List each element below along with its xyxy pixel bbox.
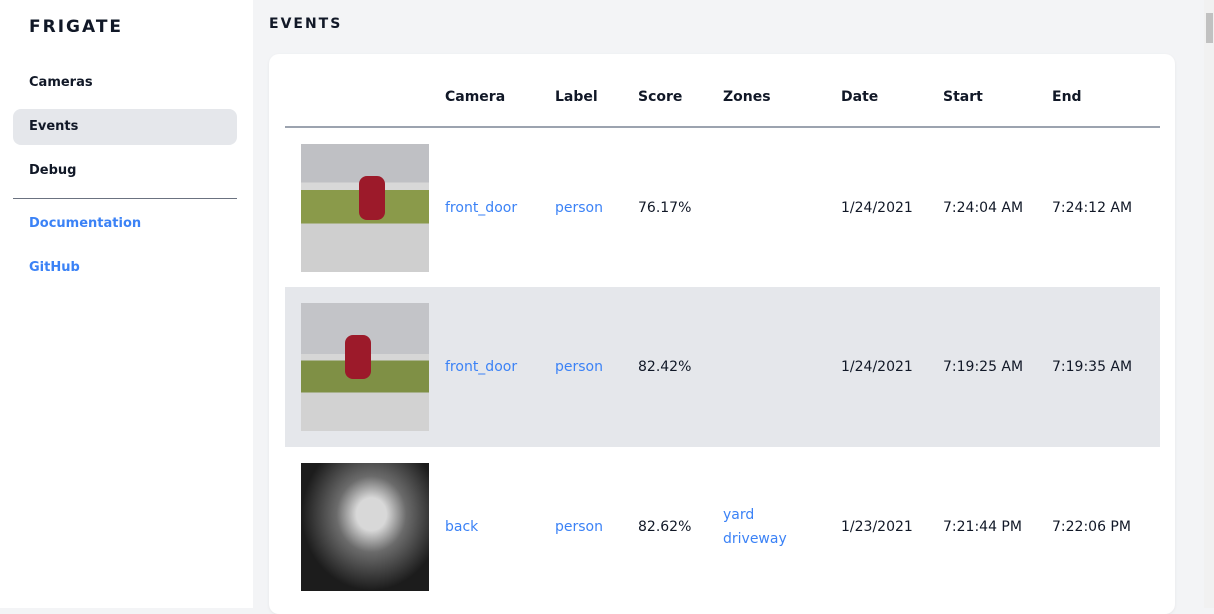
label-link[interactable]: person — [555, 519, 603, 535]
header-zones: Zones — [723, 54, 841, 128]
event-thumbnail[interactable] — [301, 303, 429, 431]
date: 1/24/2021 — [841, 199, 913, 216]
page-scrollbar[interactable] — [1204, 0, 1214, 608]
header-camera: Camera — [445, 54, 555, 128]
start-time: 7:24:04 AM — [943, 199, 1024, 216]
score: 82.42% — [638, 287, 723, 447]
event-thumbnail[interactable] — [301, 463, 429, 591]
sidebar-item-debug[interactable]: Debug — [29, 163, 77, 178]
end-time: 7:19:35 AM — [1052, 287, 1160, 447]
camera-link[interactable]: front_door — [445, 199, 518, 216]
table-row[interactable]: back person 82.62% yard driveway 1/23/20… — [285, 447, 1160, 607]
header-score: Score — [638, 54, 723, 128]
zone-link[interactable]: driveway — [723, 531, 787, 547]
date: 1/23/2021 — [841, 519, 913, 535]
table-row[interactable]: front_door person 82.42% 1/24/2021 7:19:… — [285, 287, 1160, 447]
zones: yard driveway — [723, 447, 841, 607]
label-link[interactable]: person — [555, 199, 603, 216]
header-thumbnail — [285, 54, 445, 128]
header-start: Start — [943, 54, 1052, 128]
header-end: End — [1052, 54, 1160, 128]
header-date: Date — [841, 54, 943, 128]
sidebar-divider — [13, 198, 237, 199]
scrollbar-thumb[interactable] — [1206, 13, 1213, 43]
score: 76.17% — [638, 199, 692, 216]
camera-link[interactable]: back — [445, 519, 479, 535]
page-title: EVENTS — [269, 16, 343, 32]
label-link[interactable]: person — [555, 287, 638, 447]
date: 1/24/2021 — [841, 287, 943, 447]
start-time: 7:19:25 AM — [943, 287, 1052, 447]
table-row[interactable]: front_door person 76.17% 1/24/2021 7:24:… — [285, 127, 1160, 287]
sidebar-item-events[interactable]: Events — [13, 109, 237, 145]
events-card: Camera Label Score Zones Date Start End … — [269, 54, 1175, 614]
end-time: 7:22:06 PM — [1052, 519, 1131, 535]
zones — [723, 127, 841, 287]
sidebar-item-cameras[interactable]: Cameras — [29, 75, 93, 90]
sidebar: FRIGATE Cameras Events Debug Documentati… — [0, 0, 253, 608]
header-label: Label — [555, 54, 638, 128]
table-header: Camera Label Score Zones Date Start End — [285, 54, 1160, 128]
end-time: 7:24:12 AM — [1052, 199, 1133, 216]
zones — [723, 287, 841, 447]
score: 82.62% — [638, 519, 692, 535]
events-table: Camera Label Score Zones Date Start End … — [285, 54, 1160, 607]
camera-link[interactable]: front_door — [445, 287, 555, 447]
start-time: 7:21:44 PM — [943, 519, 1022, 535]
documentation-link[interactable]: Documentation — [29, 216, 142, 231]
zone-link[interactable]: yard — [723, 507, 755, 523]
github-link[interactable]: GitHub — [29, 260, 80, 275]
app-logo: FRIGATE — [29, 17, 124, 37]
event-thumbnail[interactable] — [301, 143, 429, 272]
